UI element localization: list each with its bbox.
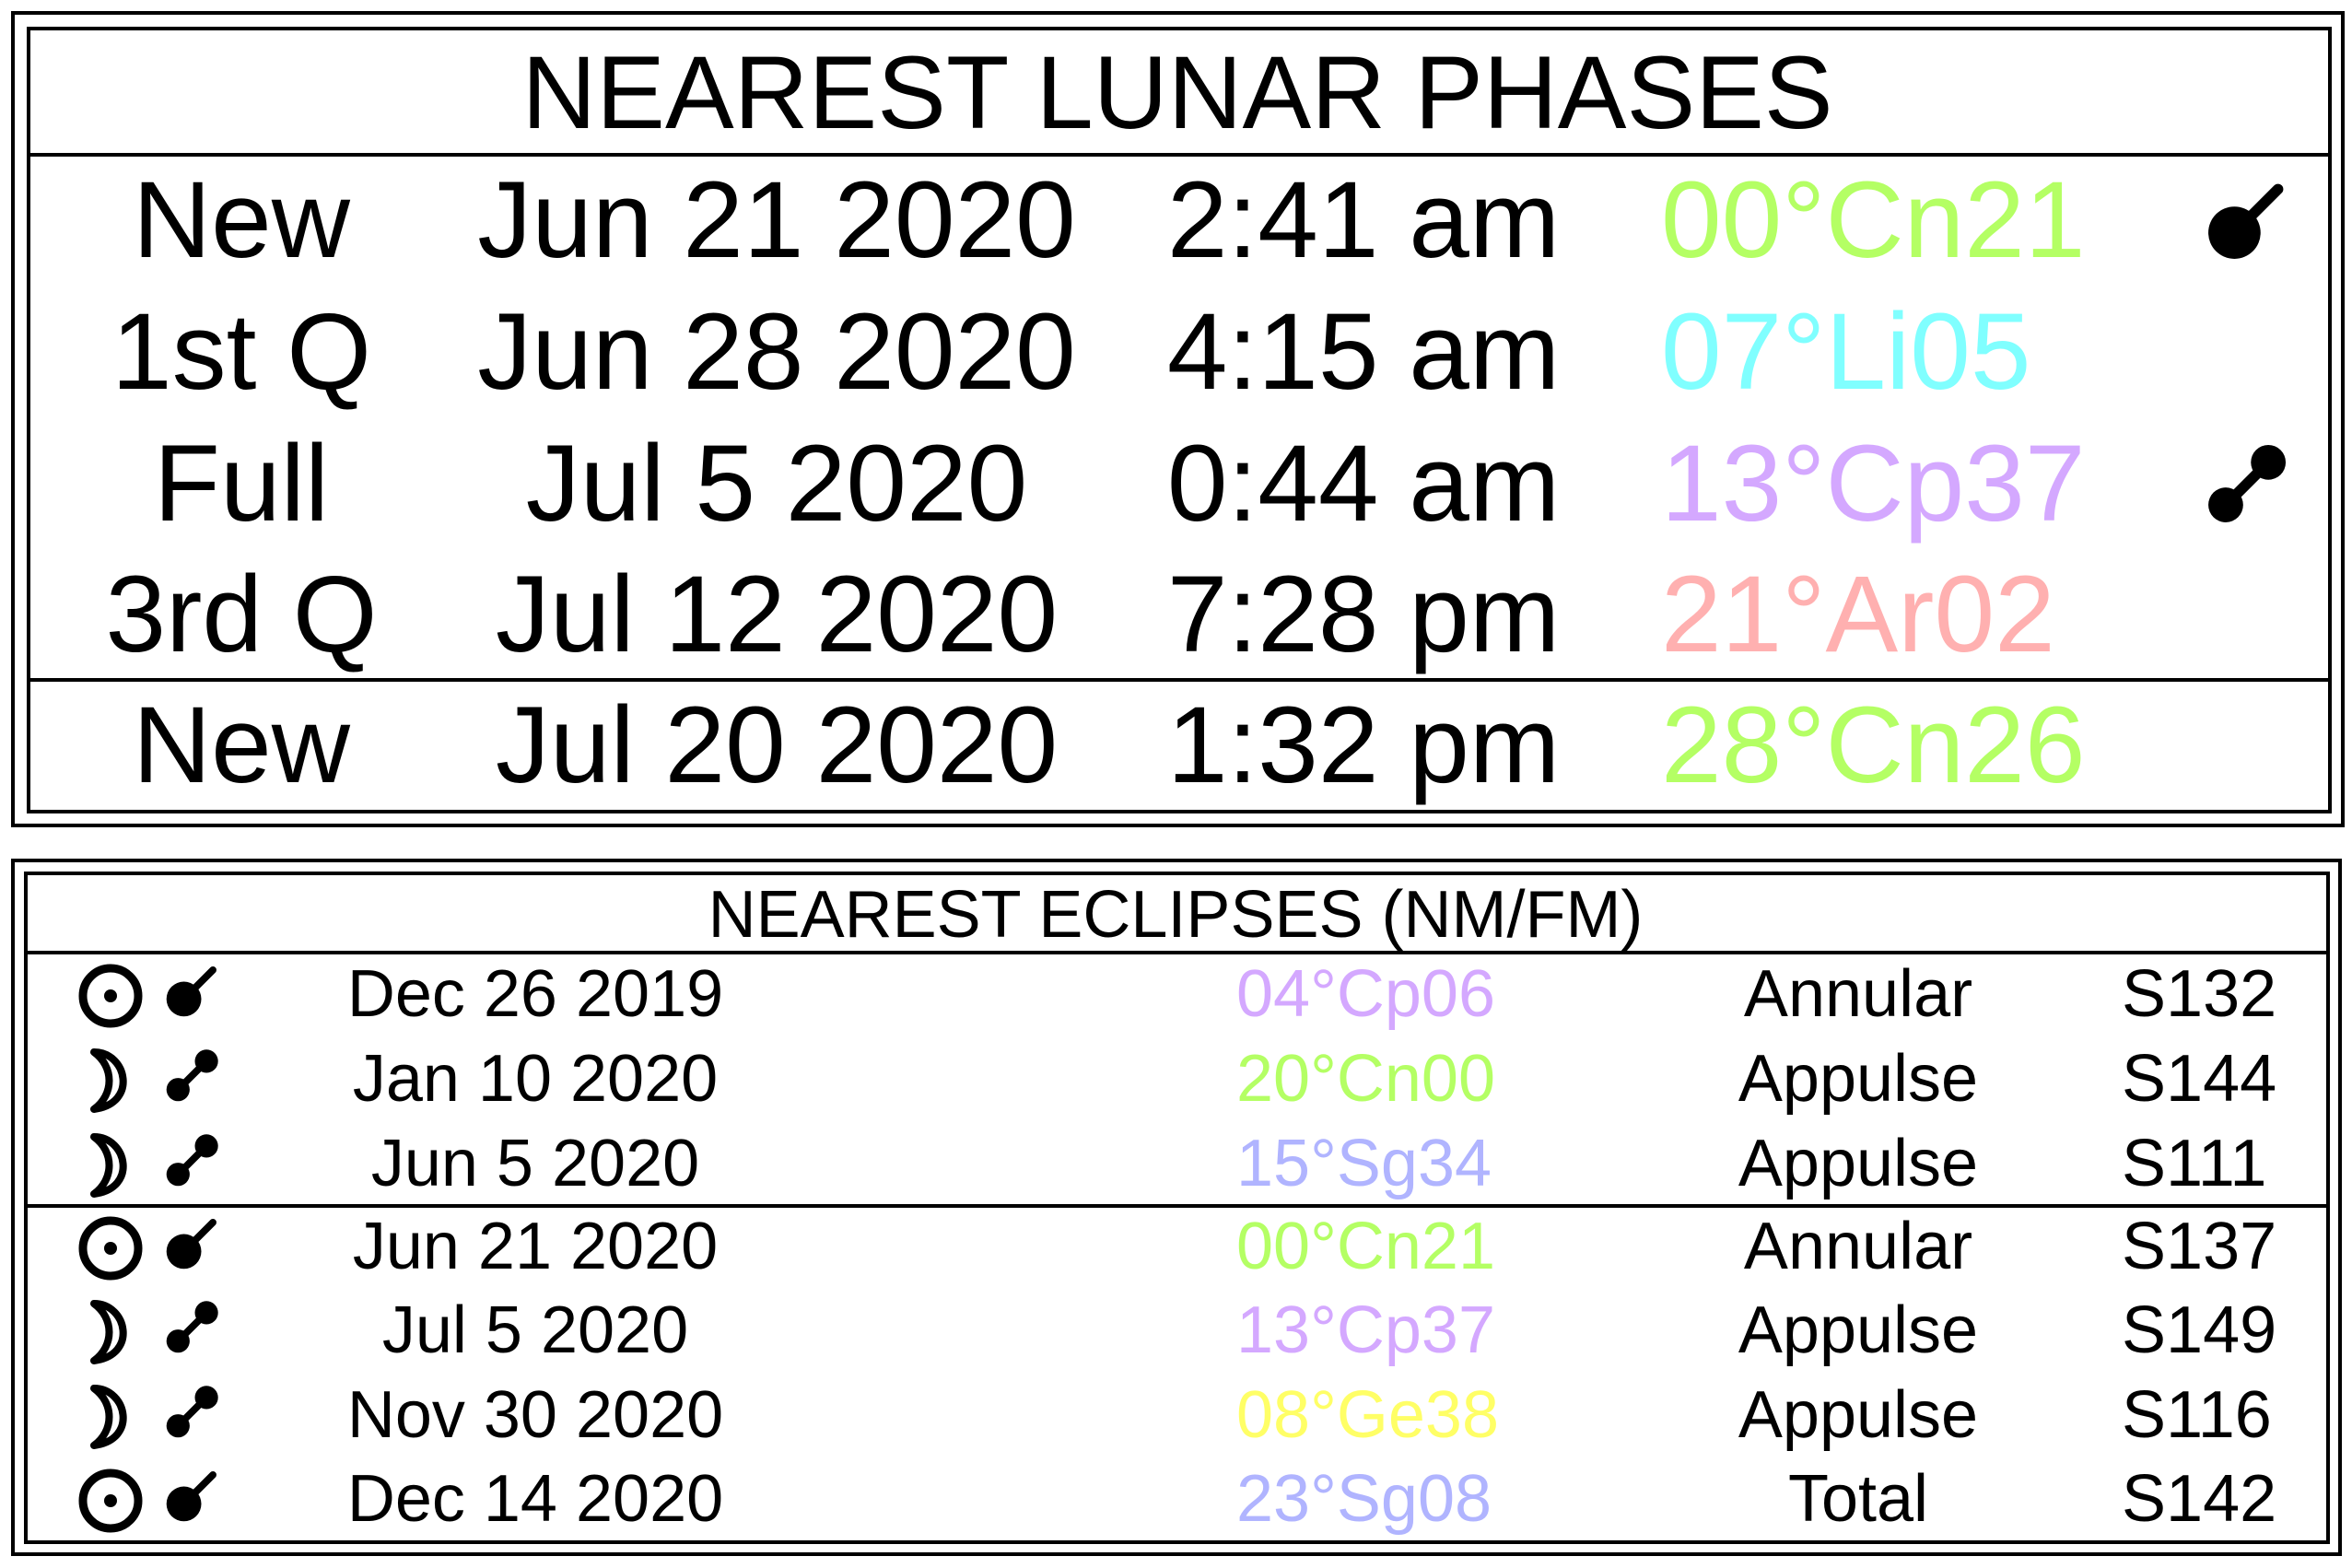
eclipses-title-divider bbox=[24, 951, 2330, 954]
saros-number: S142 bbox=[2122, 1462, 2277, 1536]
sun-icon bbox=[78, 1469, 143, 1533]
eclipse-position: 13°Cp37 bbox=[1236, 1293, 1496, 1367]
lunar-eclipse-icon bbox=[166, 1049, 218, 1102]
solar-eclipse-icon bbox=[2208, 183, 2284, 259]
phase-date: Jun 21 2020 bbox=[477, 159, 1076, 281]
eclipse-position: 20°Cn00 bbox=[1236, 1042, 1496, 1116]
solar-eclipse-icon bbox=[166, 1219, 216, 1270]
phase-position: 00°Cn21 bbox=[1661, 159, 2086, 281]
eclipse-position: 15°Sg34 bbox=[1236, 1127, 1492, 1200]
phase-position: 13°Cp37 bbox=[1661, 423, 2086, 544]
eclipse-type: Appulse bbox=[1738, 1293, 1979, 1367]
saros-number: S144 bbox=[2122, 1042, 2277, 1116]
eclipse-date: Dec 14 2020 bbox=[346, 1462, 724, 1536]
solar-eclipse-icon bbox=[166, 966, 216, 1017]
phase-date: Jun 28 2020 bbox=[477, 291, 1076, 413]
moon-icon bbox=[90, 1133, 127, 1198]
sun-icon bbox=[78, 964, 143, 1028]
phase-position: 21°Ar02 bbox=[1661, 554, 2055, 675]
phase-name: Full bbox=[153, 423, 330, 544]
eclipses-outer-border bbox=[11, 859, 2342, 1556]
phase-date: Jul 5 2020 bbox=[525, 423, 1028, 544]
eclipse-date: Jun 21 2020 bbox=[352, 1210, 719, 1283]
moon-icon bbox=[90, 1300, 127, 1364]
saros-number: S149 bbox=[2122, 1293, 2277, 1367]
eclipse-date: Jul 5 2020 bbox=[381, 1293, 689, 1367]
phase-time: 7:28 pm bbox=[1166, 554, 1561, 675]
solar-eclipse-icon bbox=[166, 1471, 216, 1522]
lunar-phases-table bbox=[27, 27, 2332, 813]
phase-time: 0:44 am bbox=[1166, 423, 1561, 544]
lunar-title-divider bbox=[27, 153, 2332, 157]
eclipse-position: 23°Sg08 bbox=[1236, 1462, 1492, 1536]
moon-icon bbox=[90, 1385, 127, 1449]
eclipse-date: Jan 10 2020 bbox=[352, 1042, 719, 1116]
phase-position: 28°Cn26 bbox=[1661, 685, 2086, 806]
saros-number: S111 bbox=[2122, 1127, 2267, 1200]
eclipse-type: Annular bbox=[1743, 957, 1973, 1031]
phase-name: New bbox=[132, 685, 351, 806]
eclipse-position: 04°Cp06 bbox=[1236, 957, 1496, 1031]
eclipses-table bbox=[24, 872, 2330, 1544]
phase-time: 1:32 pm bbox=[1166, 685, 1561, 806]
lunar-next-divider bbox=[27, 678, 2332, 682]
sun-icon bbox=[78, 1216, 143, 1281]
lunar-eclipse-icon bbox=[2208, 444, 2287, 522]
eclipse-type: Total bbox=[1787, 1462, 1929, 1536]
lunar-eclipse-icon bbox=[166, 1386, 218, 1438]
lunar-eclipse-icon bbox=[166, 1134, 218, 1187]
lunar-phases-outer-border bbox=[11, 11, 2345, 827]
moon-icon bbox=[90, 1048, 127, 1113]
eclipse-type: Appulse bbox=[1738, 1042, 1979, 1116]
eclipse-date: Dec 26 2019 bbox=[346, 957, 724, 1031]
saros-number: S132 bbox=[2122, 957, 2277, 1031]
eclipse-position: 00°Cn21 bbox=[1236, 1210, 1496, 1283]
phase-name: New bbox=[132, 159, 351, 281]
eclipse-position: 08°Ge38 bbox=[1236, 1378, 1500, 1452]
phase-time: 4:15 am bbox=[1166, 291, 1561, 413]
phase-date: Jul 12 2020 bbox=[495, 554, 1059, 675]
lunar-eclipse-icon bbox=[166, 1301, 218, 1353]
phase-name: 1st Q bbox=[111, 291, 371, 413]
phase-time: 2:41 am bbox=[1166, 159, 1561, 281]
eclipse-type: Annular bbox=[1743, 1210, 1973, 1283]
eclipses-current-divider bbox=[24, 1204, 2330, 1208]
lunar-phases-title: NEAREST LUNAR PHASES bbox=[521, 35, 1833, 150]
saros-number: S137 bbox=[2122, 1210, 2277, 1283]
eclipse-date: Jun 5 2020 bbox=[370, 1127, 700, 1200]
eclipse-date: Nov 30 2020 bbox=[346, 1378, 724, 1452]
phase-position: 07°Li05 bbox=[1661, 291, 2031, 413]
eclipse-type: Appulse bbox=[1738, 1378, 1979, 1452]
phase-name: 3rd Q bbox=[105, 554, 378, 675]
saros-number: S116 bbox=[2122, 1378, 2272, 1452]
eclipse-type: Appulse bbox=[1738, 1127, 1979, 1200]
eclipses-title: NEAREST ECLIPSES (NM/FM) bbox=[708, 878, 1644, 952]
phase-date: Jul 20 2020 bbox=[495, 685, 1059, 806]
